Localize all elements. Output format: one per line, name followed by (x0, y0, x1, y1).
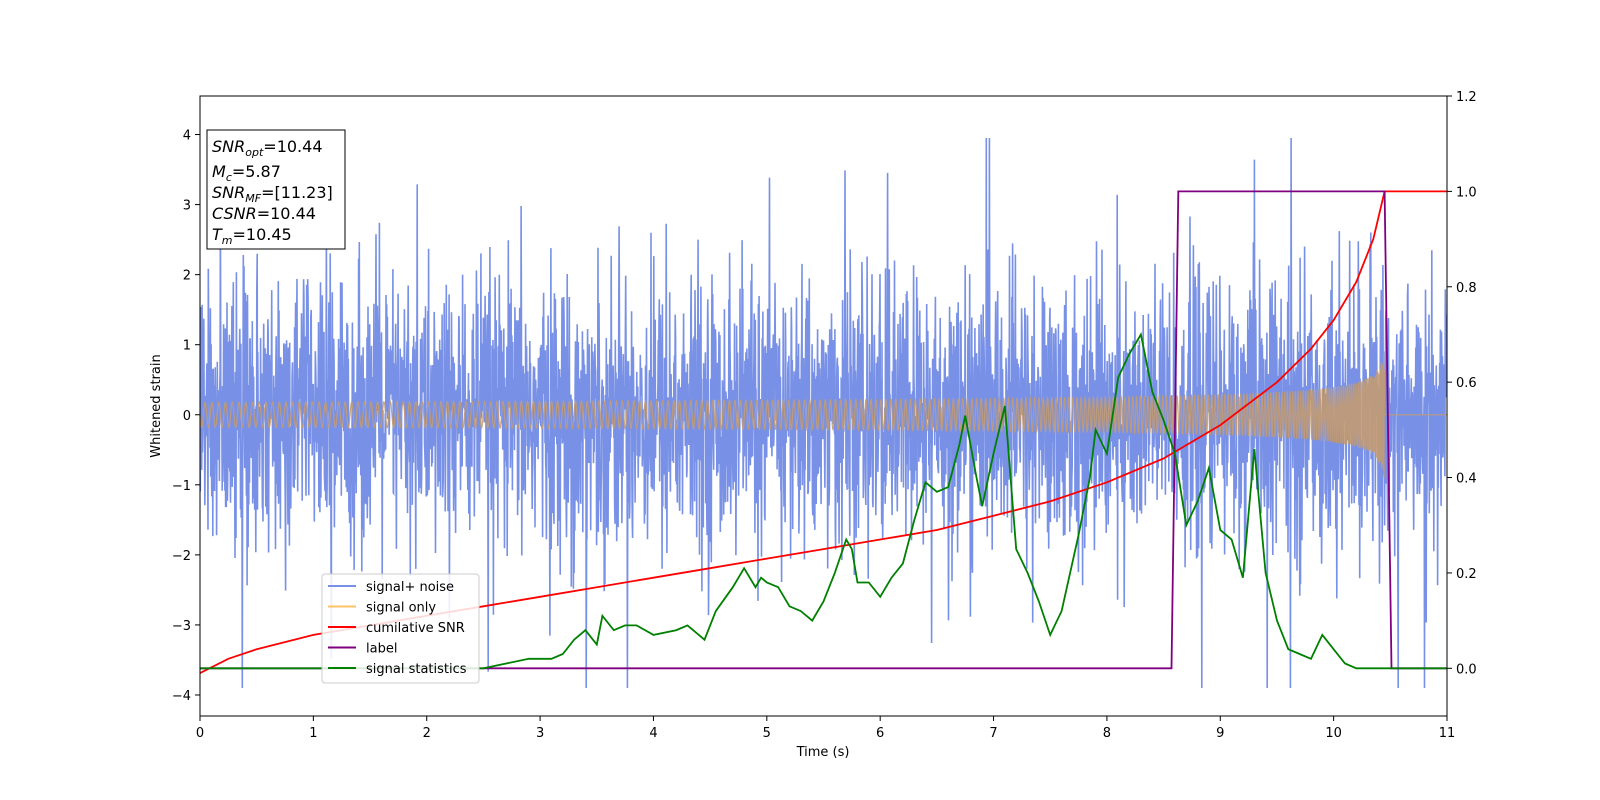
y2-tick-label: 1.0 (1456, 185, 1477, 200)
legend-label: signal only (366, 601, 436, 616)
x-tick-label: 10 (1325, 726, 1342, 741)
annotation-line: SNRMF=[11.23] (212, 183, 333, 205)
y-tick-label: 4 (183, 129, 191, 144)
annotation-line: Mc=5.87 (212, 162, 281, 184)
y2-tick-label: 0.8 (1456, 281, 1477, 296)
y2-tick-label: 0.6 (1456, 376, 1477, 391)
series-signal-only (200, 353, 1447, 478)
y2-tick-label: 0.2 (1456, 567, 1477, 582)
x-tick-label: 2 (423, 726, 431, 741)
y2-tick-label: 0.0 (1456, 662, 1477, 677)
y-tick-label: −3 (172, 619, 191, 634)
y-tick-label: −4 (172, 689, 191, 704)
legend-label: signal+ noise (366, 580, 454, 595)
x-tick-label: 0 (196, 726, 204, 741)
annotation-line: Tm=10.45 (212, 225, 292, 247)
legend: signal+ noise signal only cumilative SNR la… (321, 573, 480, 684)
y-axis-label: Whitened strain (149, 354, 164, 457)
y-tick-label: 1 (183, 339, 191, 354)
annotation-line: CSNR=10.44 (212, 204, 316, 223)
legend-label: cumilative SNR (366, 621, 465, 636)
x-axis-label: Time (s) (796, 745, 850, 760)
legend-label: label (366, 642, 397, 657)
x-tick-label: 11 (1439, 726, 1456, 741)
signal-noise-line (200, 137, 1447, 689)
x-tick-label: 1 (309, 726, 317, 741)
legend-label: signal statistics (366, 662, 467, 677)
annotation-frame (206, 129, 346, 250)
y2-tick-label: 0.4 (1456, 472, 1477, 487)
signal-only-line (200, 353, 1447, 478)
series-signal-statistics (200, 332, 1447, 670)
series-signal-noise (200, 137, 1447, 689)
y-tick-label: 3 (183, 199, 191, 214)
y-tick-label: 2 (183, 269, 191, 284)
y2-tick-label: 1.2 (1456, 90, 1477, 105)
signal-statistics-line (200, 332, 1447, 670)
y-tick-label: 0 (183, 409, 191, 424)
legend-frame (321, 573, 480, 684)
x-tick-label: 3 (536, 726, 544, 741)
axis-ticks: 0 1 2 3 4 5 6 7 8 9 10 1143210−1−2−3−41.21.00.80.60… (172, 90, 1477, 741)
y-tick-label: −1 (172, 479, 191, 494)
x-tick-label: 9 (1216, 726, 1224, 741)
y-tick-label: −2 (172, 549, 191, 564)
x-tick-label: 7 (989, 726, 997, 741)
x-tick-label: 6 (876, 726, 884, 741)
x-tick-label: 8 (1103, 726, 1111, 741)
annotation-line: SNRopt=10.44 (212, 137, 323, 159)
x-tick-label: 4 (649, 726, 657, 741)
snr-annotation-box: SNRopt=10.44 Mc=5.87SNRMF=[11.23]CSNR=10.… (206, 129, 346, 250)
plot-frame (199, 95, 1448, 717)
x-tick-label: 5 (763, 726, 771, 741)
